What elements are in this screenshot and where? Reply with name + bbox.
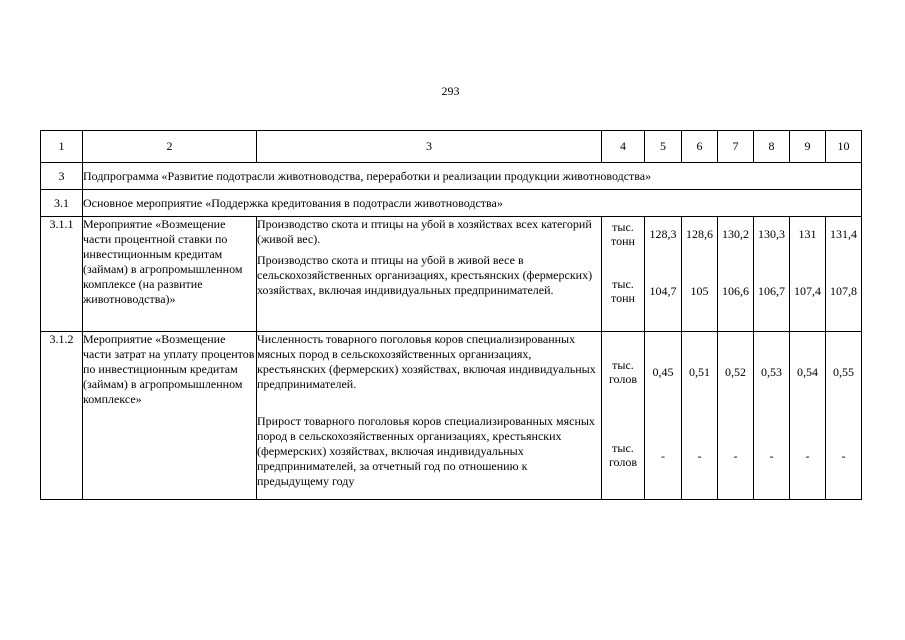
value-cell: - <box>681 413 718 500</box>
value-cell: 0,45 <box>644 331 682 414</box>
value-cell: 106,7 <box>753 252 790 332</box>
value-cell: - <box>825 413 862 500</box>
indicator-row: Производство скота и птицы на убой в жив… <box>41 252 862 332</box>
measure-name: Мероприятие «Возмещение части процентной… <box>82 216 257 332</box>
value-cell: 104,7 <box>644 252 682 332</box>
value-cell: 106,6 <box>717 252 754 332</box>
indicator-row: Прирост товарного поголовья коров специа… <box>41 413 862 500</box>
subprogram-title: Подпрограмма «Развитие подотрасли животн… <box>82 162 862 190</box>
main-event-row: 3.1 Основное мероприятие «Поддержка кред… <box>40 189 862 217</box>
table-header-row: 1 2 3 4 5 6 7 8 9 10 <box>40 130 862 163</box>
value-cell: 0,55 <box>825 331 862 414</box>
page-number: 293 <box>441 84 460 98</box>
value-cell: 130,3 <box>753 216 790 253</box>
row-number: 3.1.1 <box>40 216 83 332</box>
measure-row: 3.1.1 Мероприятие «Возмещение части проц… <box>40 216 862 332</box>
value-cell: 105 <box>681 252 718 332</box>
value-cell: 128,6 <box>681 216 718 253</box>
column-header-cell: 10 <box>825 130 862 163</box>
value-cell: 107,4 <box>789 252 826 332</box>
value-cell: 107,8 <box>825 252 862 332</box>
unit-cell: тыс. тонн <box>601 216 645 253</box>
column-header-cell: 4 <box>601 130 645 163</box>
value-cell: 0,53 <box>753 331 790 414</box>
column-header-cell: 1 <box>40 130 83 163</box>
indicator-text: Численность товарного поголовья коров сп… <box>256 331 602 414</box>
indicator-text: Производство скота и птицы на убой в хоз… <box>256 216 602 253</box>
row-number: 3.1.2 <box>40 331 83 500</box>
measure-row: 3.1.2 Мероприятие «Возмещение части затр… <box>40 331 862 500</box>
unit-cell: тыс. голов <box>601 413 645 500</box>
value-cell: 0,54 <box>789 331 826 414</box>
value-cell: 131 <box>789 216 826 253</box>
column-header-cell: 2 <box>82 130 257 163</box>
program-indicators-table: 1 2 3 4 5 6 7 8 9 10 3 Подпрограмма «Раз… <box>40 130 862 500</box>
unit-cell: тыс. тонн <box>601 252 645 332</box>
subprogram-row: 3 Подпрограмма «Развитие подотрасли живо… <box>40 162 862 190</box>
row-number: 3.1 <box>40 189 83 217</box>
value-cell: - <box>644 413 682 500</box>
value-cell: 0,51 <box>681 331 718 414</box>
column-header-cell: 7 <box>717 130 754 163</box>
main-event-title: Основное мероприятие «Поддержка кредитов… <box>82 189 862 217</box>
row-number: 3 <box>40 162 83 190</box>
indicator-text: Производство скота и птицы на убой в жив… <box>256 252 602 332</box>
value-cell: - <box>753 413 790 500</box>
measure-name: Мероприятие «Возмещение части затрат на … <box>82 331 257 500</box>
column-header-cell: 6 <box>681 130 718 163</box>
value-cell: 128,3 <box>644 216 682 253</box>
value-cell: 130,2 <box>717 216 754 253</box>
value-cell: 131,4 <box>825 216 862 253</box>
value-cell: - <box>717 413 754 500</box>
column-header-cell: 5 <box>644 130 682 163</box>
column-header-cell: 3 <box>256 130 602 163</box>
value-cell: - <box>789 413 826 500</box>
unit-cell: тыс. голов <box>601 331 645 414</box>
value-cell: 0,52 <box>717 331 754 414</box>
indicator-text: Прирост товарного поголовья коров специа… <box>256 413 602 500</box>
column-header-cell: 8 <box>753 130 790 163</box>
column-header-cell: 9 <box>789 130 826 163</box>
